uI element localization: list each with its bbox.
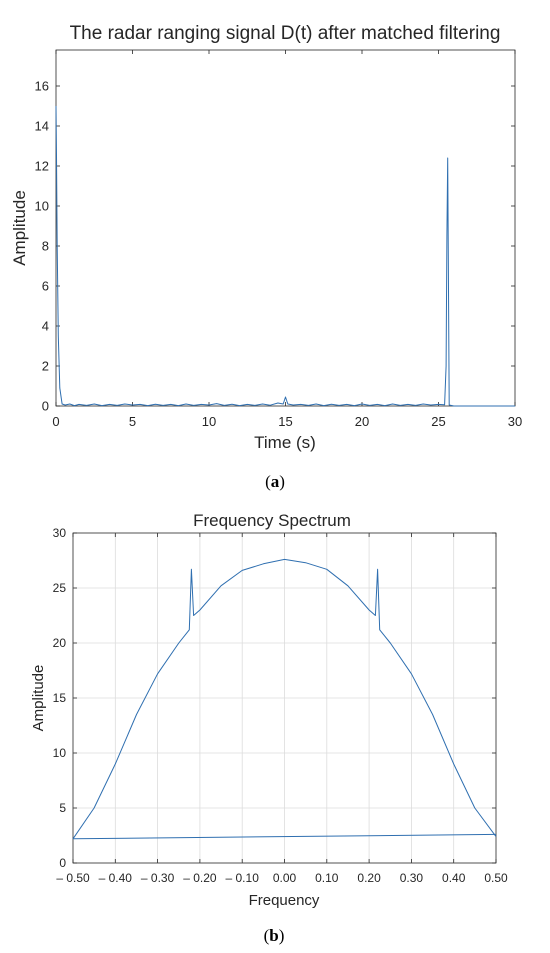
- x-axis-label: Time (s): [254, 433, 316, 452]
- x-tick-label: – 0.30: [141, 871, 175, 885]
- x-tick-label: – 0.10: [226, 871, 260, 885]
- chart-panel-a: The radar ranging signal D(t) after matc…: [10, 23, 522, 491]
- series-line-1: [55, 105, 515, 407]
- y-tick-label: 8: [42, 239, 49, 254]
- x-tick-label: 15: [278, 414, 292, 429]
- y-tick-label: 16: [35, 79, 49, 94]
- y-tick-label: 15: [53, 691, 67, 705]
- y-tick-label: 0: [59, 856, 66, 870]
- y-tick-label: 30: [53, 526, 67, 540]
- series-line-1: [72, 558, 497, 840]
- x-tick-label: 30: [508, 414, 522, 429]
- plot-area: [55, 49, 516, 407]
- x-tick-label: 5: [129, 414, 136, 429]
- x-tick-label: 0.40: [442, 871, 466, 885]
- x-tick-label: 20: [355, 414, 369, 429]
- y-tick-label: 6: [42, 279, 49, 294]
- y-tick-label: 14: [35, 119, 49, 134]
- x-tick-label: – 0.50: [56, 871, 90, 885]
- y-tick-label: 5: [59, 801, 66, 815]
- chart-title: Frequency Spectrum: [193, 511, 351, 530]
- x-tick-label: 25: [431, 414, 445, 429]
- x-tick-label: 0.20: [357, 871, 381, 885]
- y-tick-label: 20: [53, 636, 67, 650]
- x-tick-label: 0: [52, 414, 59, 429]
- y-tick-label: 2: [42, 359, 49, 374]
- x-tick-label: 0.10: [315, 871, 339, 885]
- y-tick-label: 12: [35, 159, 49, 174]
- x-tick-label: 10: [202, 414, 216, 429]
- y-tick-label: 4: [42, 319, 49, 334]
- y-tick-label: 10: [35, 199, 49, 214]
- x-tick-label: – 0.20: [183, 871, 217, 885]
- axis-ticks: – 0.50 – 0.40 – 0.30 – 0.20 – 0.10 0.00 0.10 0.…: [53, 526, 508, 885]
- series-line-2: [72, 833, 497, 840]
- y-tick-label: 0: [42, 399, 49, 414]
- x-tick-label: 0.50: [484, 871, 508, 885]
- data-series: [72, 558, 497, 840]
- figure-caption-a: (a): [265, 472, 285, 491]
- data-series: [55, 105, 515, 407]
- y-axis-label: Amplitude: [30, 665, 47, 732]
- figure-caption-b: (b): [264, 926, 285, 945]
- y-tick-label: 25: [53, 581, 67, 595]
- grid-lines: [73, 533, 496, 863]
- x-tick-label: 0.00: [273, 871, 297, 885]
- x-axis-label: Frequency: [249, 892, 320, 909]
- x-tick-label: 0.30: [400, 871, 424, 885]
- chart-title: The radar ranging signal D(t) after matc…: [70, 23, 501, 44]
- x-tick-label: – 0.40: [99, 871, 133, 885]
- chart-panel-b: Frequency Spectrum – 0.50– 0.40– 0.30– 0…: [30, 511, 508, 945]
- y-tick-label: 10: [53, 746, 67, 760]
- y-axis-label: Amplitude: [10, 190, 29, 266]
- axis-ticks: 0 5 10 15 20 25 30 0 2 4 6 8 10 12 14 16: [35, 50, 522, 429]
